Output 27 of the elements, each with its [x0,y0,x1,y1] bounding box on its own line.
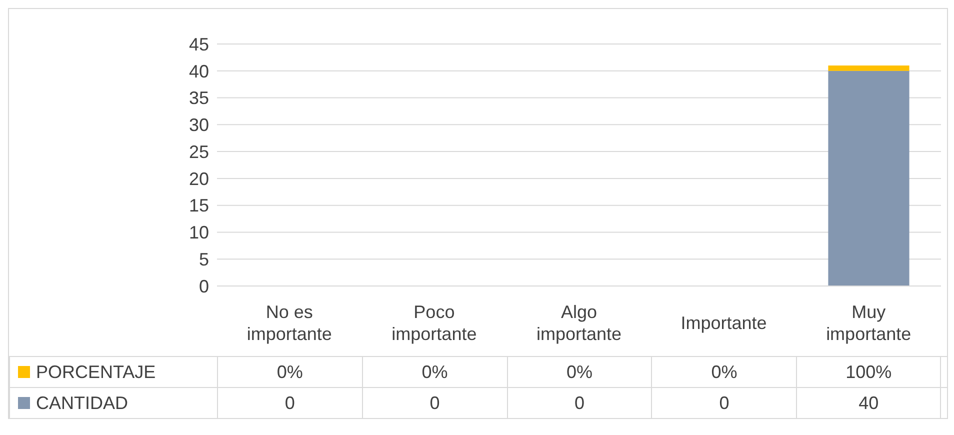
x-tick-label: Muy importante [826,302,912,344]
y-tick-label: 40 [188,61,209,82]
y-tick-label: 35 [188,88,209,108]
data-label: 0% [362,357,507,387]
data-label: 0% [651,357,796,387]
data-label: 0 [217,388,362,418]
x-tick-label: No es importante [246,302,332,344]
data-label: 40 [796,388,941,418]
data-label: 0% [506,357,652,387]
y-tick-label: 25 [188,142,209,162]
x-tick-label: Poco importante [392,302,477,344]
y-tick-label: 30 [188,115,209,136]
legend-label: PORCENTAJE [36,362,156,382]
x-tick-label: Importante [680,313,767,333]
y-tick-label: 15 [188,196,209,216]
data-label: 0 [651,388,796,418]
y-tick-label: 45 [188,34,209,54]
data-label: 0 [362,388,507,418]
x-tick-label: Algo importante [536,302,622,344]
y-tick-label: 20 [188,168,209,189]
y-tick-label: 5 [198,250,209,270]
y-tick-label: 10 [188,222,209,243]
y-tick-label: 0 [198,276,209,296]
data-label: 0% [217,357,362,387]
data-label: 100% [796,357,941,387]
data-label: 0 [506,388,652,418]
legend-label: CANTIDAD [36,392,128,414]
